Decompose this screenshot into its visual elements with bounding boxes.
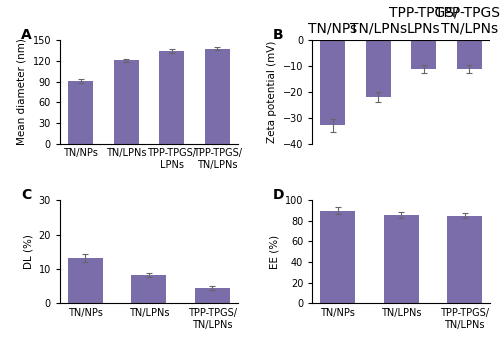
- Text: D: D: [273, 188, 284, 202]
- Y-axis label: Zeta potential (mV): Zeta potential (mV): [267, 41, 277, 143]
- Bar: [447, 216, 482, 303]
- Text: C: C: [21, 188, 31, 202]
- Text: B: B: [273, 28, 284, 42]
- Bar: [68, 258, 103, 303]
- Bar: [159, 51, 184, 144]
- Bar: [114, 60, 138, 144]
- Y-axis label: Mean diameter (nm): Mean diameter (nm): [17, 38, 27, 146]
- Bar: [384, 215, 418, 303]
- Bar: [68, 81, 93, 144]
- Y-axis label: DL (%): DL (%): [23, 234, 33, 269]
- Bar: [320, 211, 355, 303]
- Bar: [204, 49, 230, 144]
- Bar: [412, 40, 436, 69]
- Bar: [132, 275, 166, 303]
- Bar: [366, 40, 391, 97]
- Bar: [457, 40, 482, 69]
- Text: A: A: [21, 28, 32, 42]
- Bar: [195, 288, 230, 303]
- Bar: [320, 40, 345, 125]
- Y-axis label: EE (%): EE (%): [270, 235, 280, 269]
